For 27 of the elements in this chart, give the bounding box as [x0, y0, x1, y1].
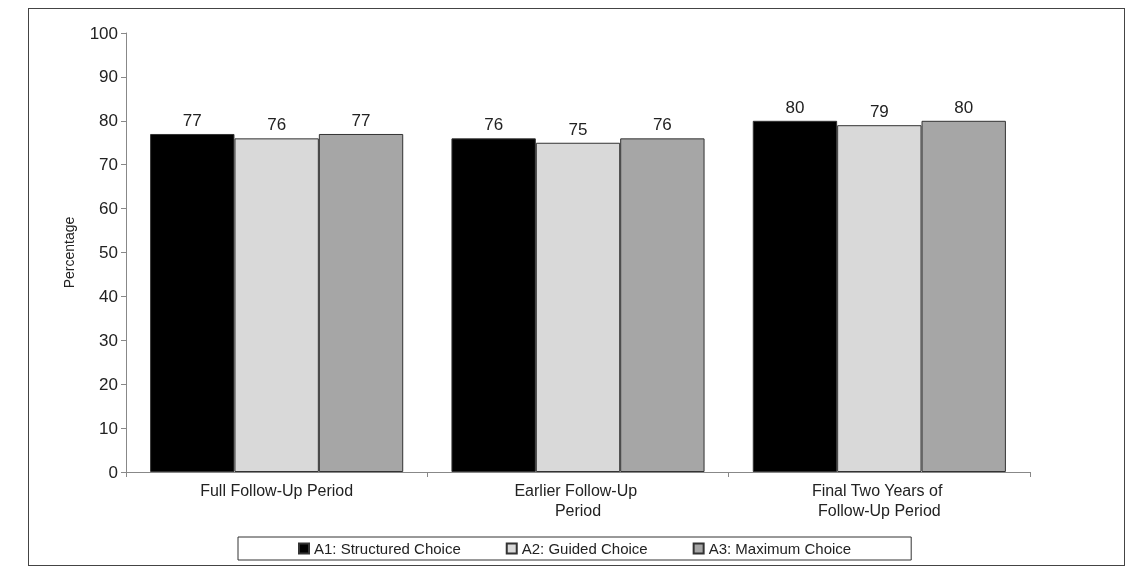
y-tick-label: 50: [99, 243, 118, 262]
x-tick-label: Full Follow-Up Period: [200, 481, 354, 499]
y-tick-label: 10: [99, 418, 118, 438]
y-tick-label: 0: [108, 462, 118, 482]
data-label: 77: [182, 110, 202, 130]
data-label: 80: [785, 97, 805, 117]
y-tick-label: 60: [99, 199, 118, 219]
y-tick-label: 100: [89, 23, 118, 43]
data-label: 75: [568, 119, 588, 139]
y-tick-label: 70: [99, 155, 118, 175]
y-tick-label: 20: [99, 374, 118, 394]
legend-label: A1: Structured Choice: [314, 540, 461, 557]
y-axis-title: Percentage: [61, 216, 77, 289]
y-tick-label: 80: [99, 111, 118, 131]
legend-label: A3: Maximum Choice: [708, 540, 852, 557]
data-label: 76: [267, 115, 287, 135]
y-tick-label: 40: [99, 286, 118, 306]
x-tick-label: Final Two Years of Follow-Up Period: [811, 481, 947, 519]
y-tick-label: 90: [99, 67, 118, 87]
data-label: 79: [869, 102, 889, 122]
data-label: 76: [652, 115, 672, 135]
x-tick-label: Earlier Follow-Up Period: [514, 481, 642, 519]
data-label: 77: [351, 110, 371, 130]
data-label: 76: [484, 115, 504, 135]
legend-label: A2: Guided Choice: [521, 540, 648, 557]
y-tick-label: 30: [99, 330, 118, 350]
data-label: 80: [954, 97, 974, 117]
